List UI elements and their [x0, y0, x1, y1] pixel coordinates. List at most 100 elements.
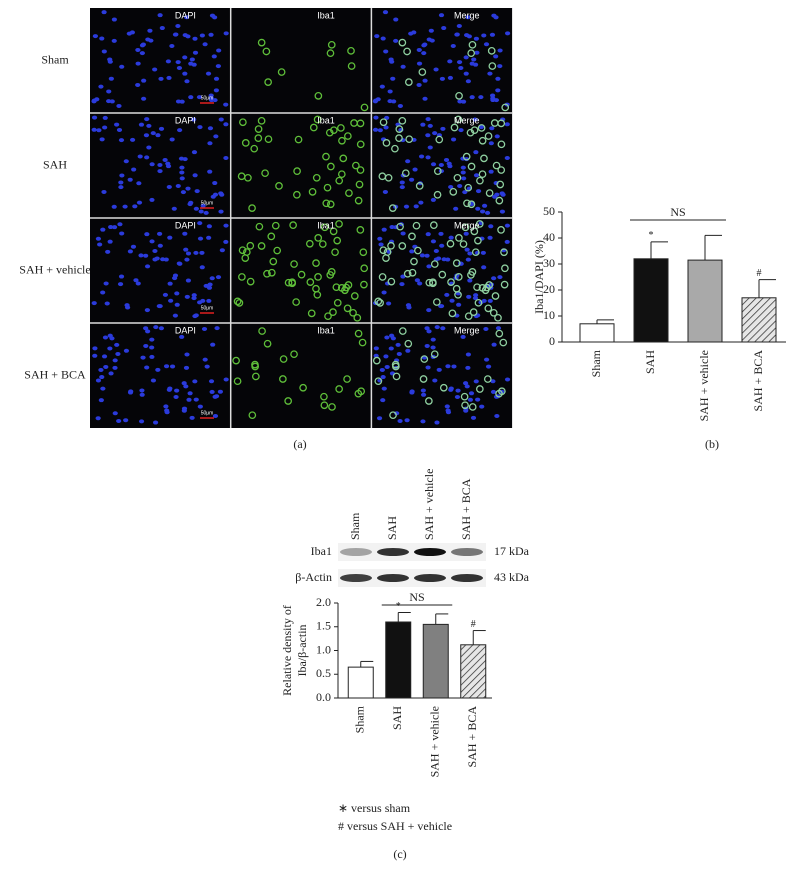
nucleus: [490, 379, 496, 384]
nucleus: [136, 181, 142, 186]
panel-label: (a): [293, 437, 306, 451]
nucleus: [98, 398, 104, 403]
nucleus: [98, 84, 104, 89]
nucleus: [447, 75, 454, 80]
x-tick-label: SAH + BCA: [465, 706, 479, 768]
nucleus: [207, 126, 214, 131]
channel-label: DAPI: [175, 115, 196, 125]
micrograph-bg: [371, 8, 513, 113]
microglia: [297, 270, 306, 279]
microglia: [350, 292, 359, 300]
nucleus: [106, 99, 112, 104]
microglia: [279, 355, 288, 363]
blot-band: [414, 574, 446, 582]
microglia: [318, 240, 327, 248]
nucleus: [111, 17, 117, 22]
nucleus: [422, 96, 428, 101]
micrograph: DAPI 50μm: [90, 218, 231, 323]
channel-label: DAPI: [175, 220, 196, 230]
nucleus: [102, 335, 109, 340]
microglia: [292, 298, 300, 306]
microglia: [379, 118, 388, 127]
nucleus: [99, 36, 105, 41]
nucleus: [464, 247, 470, 252]
microglia: [475, 220, 484, 228]
microglia: [263, 339, 272, 348]
microglia: [430, 350, 439, 359]
nucleus: [463, 71, 469, 76]
x-tick-label: Sham: [589, 349, 603, 377]
nucleus: [384, 364, 390, 369]
nucleus: [400, 231, 406, 236]
nucleus: [461, 176, 467, 181]
y-tick-label: 50: [543, 204, 555, 218]
microglia: [501, 103, 510, 112]
nucleus: [157, 169, 163, 174]
microglia: [480, 154, 488, 163]
microglia: [322, 199, 331, 208]
microglia: [357, 387, 366, 396]
nucleus: [405, 159, 411, 164]
microglia: [497, 119, 506, 128]
nucleus: [420, 419, 426, 424]
nucleus: [116, 418, 122, 423]
nucleus: [95, 416, 101, 421]
microglia: [261, 169, 269, 178]
nucleus: [440, 326, 446, 331]
nucleus: [117, 222, 123, 227]
microglia: [358, 338, 367, 347]
nucleus: [457, 99, 463, 104]
nucleus: [445, 364, 451, 369]
blot-band: [451, 574, 483, 582]
nucleus: [464, 33, 470, 38]
band-name: Iba1: [311, 544, 332, 558]
nucleus: [383, 354, 389, 359]
microglia: [353, 313, 362, 322]
nucleus: [184, 15, 190, 20]
microglia: [461, 223, 470, 232]
nucleus: [122, 204, 128, 209]
nucleus: [197, 221, 203, 226]
microglia: [312, 173, 321, 182]
nucleus: [149, 162, 155, 167]
microglia: [277, 68, 286, 76]
nucleus: [382, 10, 389, 15]
nucleus: [108, 225, 114, 230]
microglia: [241, 139, 250, 147]
micrograph: Merge: [371, 323, 513, 428]
microglia: [238, 273, 246, 281]
nucleus: [504, 31, 511, 36]
panel-label: (b): [705, 437, 719, 451]
micrograph: Iba1: [230, 218, 372, 323]
nucleus: [494, 134, 500, 139]
microglia: [439, 383, 448, 392]
nucleus: [384, 335, 390, 340]
nucleus: [470, 415, 477, 420]
nucleus: [112, 411, 118, 416]
microglia: [425, 278, 434, 287]
nucleus: [138, 122, 145, 127]
nucleus: [91, 115, 98, 120]
nucleus: [448, 235, 454, 240]
nucleus: [472, 62, 479, 67]
nucleus: [438, 304, 444, 309]
microglia: [360, 264, 369, 273]
row-label: SAH: [43, 157, 67, 171]
microglia: [241, 254, 250, 262]
bar: [385, 621, 412, 699]
microglia: [408, 232, 416, 241]
microglia: [289, 221, 297, 229]
microglia: [429, 278, 437, 287]
nucleus: [400, 64, 406, 69]
microglia: [430, 260, 439, 268]
nucleus: [372, 127, 379, 132]
microglia: [293, 167, 301, 175]
microglia: [235, 299, 244, 307]
microglia: [356, 166, 365, 174]
nucleus: [433, 248, 439, 253]
nucleus: [434, 420, 440, 425]
nucleus: [182, 157, 188, 162]
nucleus: [202, 42, 208, 47]
nucleus: [119, 64, 125, 69]
microglia: [329, 308, 337, 316]
